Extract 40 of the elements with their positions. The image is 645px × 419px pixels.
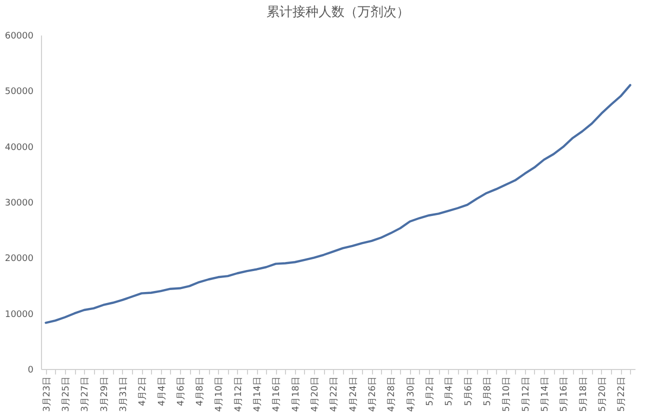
- x-tick-label: 5月4日: [444, 376, 455, 406]
- x-tick-label: 3月31日: [118, 376, 129, 412]
- x-tick-label: 5月22日: [617, 376, 628, 412]
- x-tick-label: 3月29日: [100, 376, 110, 412]
- x-tick-label: 5月20日: [598, 376, 608, 412]
- x-tick-label: 4月30日: [406, 376, 416, 412]
- x-tick-label: 4月22日: [330, 376, 340, 412]
- x-tick-label: 4月4日: [157, 376, 168, 406]
- x-tick-label: 4月12日: [234, 376, 244, 412]
- y-tick-label: 20000: [4, 254, 34, 264]
- chart-title: 累计接种人数（万剂次）: [266, 4, 410, 20]
- x-tick-label: 4月26日: [368, 376, 378, 412]
- x-tick-label: 4月10日: [214, 376, 225, 412]
- x-tick-label: 3月23日: [42, 376, 52, 412]
- x-tick-label: 5月18日: [578, 376, 589, 412]
- y-tick-label: 10000: [4, 310, 34, 320]
- y-tick-label: 30000: [4, 198, 34, 208]
- x-tick-label: 5月12日: [521, 376, 532, 412]
- y-tick-label: 60000: [4, 32, 34, 42]
- x-tick-label: 4月20日: [310, 376, 321, 412]
- x-tick-label: 5月8日: [483, 376, 493, 406]
- x-tick-label: 4月24日: [348, 376, 359, 412]
- y-tick-label: 0: [28, 366, 34, 376]
- x-tick-label: 4月6日: [176, 376, 186, 406]
- x-tick-label: 5月10日: [502, 376, 512, 412]
- x-tick-label: 5月6日: [464, 376, 474, 406]
- x-tick-label: 5月2日: [426, 376, 436, 406]
- x-tick-label: 4月28日: [387, 376, 398, 412]
- x-tick-label: 4月18日: [291, 376, 302, 412]
- x-tick-label: 5月14日: [540, 376, 550, 412]
- x-tick-label: 3月25日: [61, 376, 72, 412]
- y-tick-label: 40000: [4, 142, 34, 153]
- x-tick-label: 5月16日: [560, 376, 570, 412]
- x-tick-label: 4月14日: [253, 376, 264, 412]
- x-tick-label: 4月8日: [196, 376, 206, 406]
- y-tick-label: 50000: [4, 87, 34, 98]
- x-tick-label: 4月2日: [138, 376, 148, 406]
- line-series: [44, 84, 632, 324]
- x-tick-label: 3月27日: [80, 376, 91, 412]
- x-tick-label: 4月16日: [272, 376, 282, 412]
